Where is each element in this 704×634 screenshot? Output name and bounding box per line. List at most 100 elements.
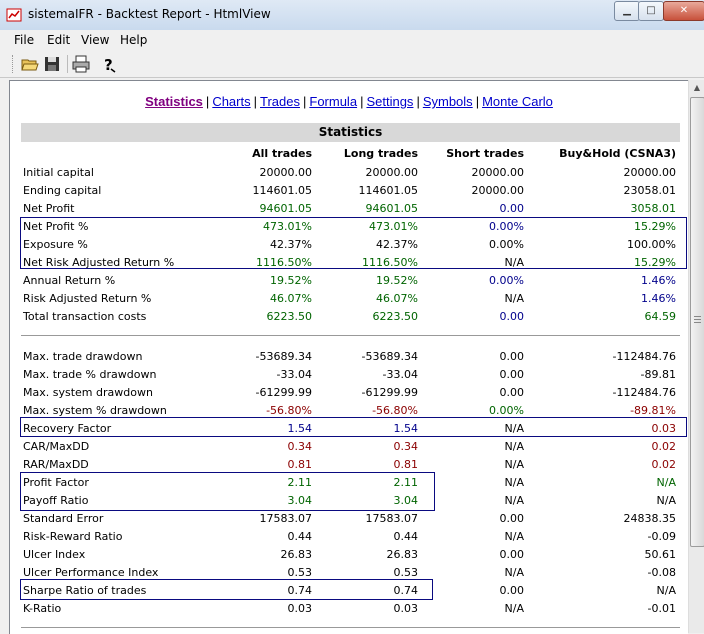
cell-value: 20000.00: [471, 166, 525, 179]
highlight-box-returns: [20, 217, 687, 269]
cell-value: 100.00%: [627, 238, 676, 251]
row-label: Exposure %: [23, 238, 88, 251]
nav-charts[interactable]: Charts: [212, 94, 251, 109]
table-row: Risk Adjusted Return % 46.07% 46.07% N/A 1.4…: [10, 290, 688, 308]
cell-value: 0.02: [651, 458, 677, 471]
cell-value: -0.01: [647, 602, 676, 615]
cell-value: 15.29%: [634, 220, 676, 233]
cell-value: 19.52%: [270, 274, 312, 287]
cell-value: -33.04: [276, 368, 312, 381]
cell-value: 1.46%: [641, 292, 676, 305]
save-icon[interactable]: [42, 54, 62, 74]
cell-value: -53689.34: [361, 350, 418, 363]
cell-value: 473.01%: [263, 220, 312, 233]
cell-value: 0.00: [499, 584, 525, 597]
title-bar: sistemaIFR - Backtest Report - HtmlView …: [0, 0, 704, 31]
cell-value: 0.00%: [489, 238, 524, 251]
table-row: RAR/MaxDD 0.81 0.81 N/A 0.02: [10, 456, 688, 474]
col-short-trades: Short trades: [446, 147, 524, 160]
maximize-button[interactable]: □: [638, 1, 664, 21]
nav-symbols[interactable]: Symbols: [422, 94, 473, 109]
cell-value: 20000.00: [365, 166, 419, 179]
cell-value: 2.11: [287, 476, 313, 489]
help-icon[interactable]: ?: [99, 54, 119, 74]
table-row: Standard Error 17583.07 17583.07 0.00 24838.…: [10, 510, 688, 528]
cell-value: N/A: [656, 584, 676, 597]
cell-value: 17583.07: [259, 512, 313, 525]
cell-value: 20000.00: [259, 166, 313, 179]
row-label: K-Ratio: [23, 602, 62, 615]
nav-settings[interactable]: Settings: [366, 94, 414, 109]
cell-value: 3058.01: [630, 202, 677, 215]
cell-value: -56.80%: [372, 404, 418, 417]
table-row: Annual Return % 19.52% 19.52% 0.00% 1.46%: [10, 272, 688, 290]
vertical-scrollbar[interactable]: ▲: [688, 80, 704, 633]
cell-value: N/A: [504, 422, 524, 435]
table-row: Max. trade % drawdown -33.04 -33.04 0.00 -89…: [10, 366, 688, 384]
scroll-up-arrow-icon[interactable]: ▲: [693, 83, 701, 92]
print-icon[interactable]: [71, 54, 91, 74]
row-label: Standard Error: [23, 512, 104, 525]
cell-value: 26.83: [280, 548, 313, 561]
menu-edit[interactable]: Edit: [47, 33, 71, 47]
table-row: Max. system % drawdown -56.80% -56.80% 0.00…: [10, 402, 688, 420]
cell-value: 94601.05: [365, 202, 419, 215]
section-divider: [21, 335, 680, 336]
cell-value: 6223.50: [266, 310, 313, 323]
cell-value: 17583.07: [365, 512, 419, 525]
cell-value: 23058.01: [623, 184, 677, 197]
cell-value: -89.81%: [630, 404, 676, 417]
cell-value: -89.81: [640, 368, 676, 381]
close-button[interactable]: ✕: [663, 1, 704, 21]
cell-value: N/A: [504, 458, 524, 471]
table-row: Max. system drawdown -61299.99 -61299.99 0.…: [10, 384, 688, 402]
nav-trades[interactable]: Trades: [260, 94, 300, 109]
cell-value: -33.04: [382, 368, 418, 381]
cell-value: 0.34: [287, 440, 313, 453]
toolbar: ?: [0, 50, 704, 78]
menu-view[interactable]: View: [81, 33, 110, 47]
col-long-trades: Long trades: [343, 147, 418, 160]
cell-value: 0.00: [499, 310, 525, 323]
cell-value: 0.00: [499, 350, 525, 363]
menu-file[interactable]: File: [14, 33, 35, 47]
cell-value: 1.54: [393, 422, 419, 435]
report-view: Statistics | Charts | Trades | Formula | Setting…: [9, 80, 688, 634]
app-icon: [6, 8, 22, 22]
table-row: Payoff Ratio 3.04 3.04 N/A N/A: [10, 492, 688, 510]
cell-value: 0.00: [499, 548, 525, 561]
row-label: CAR/MaxDD: [23, 440, 90, 453]
row-label: Max. trade % drawdown: [23, 368, 157, 381]
cell-value: -0.08: [647, 566, 676, 579]
cell-value: 24838.35: [623, 512, 677, 525]
menu-help[interactable]: Help: [120, 33, 148, 47]
row-label: Total transaction costs: [23, 310, 147, 323]
row-label: Recovery Factor: [23, 422, 112, 435]
nav-formula[interactable]: Formula: [309, 94, 358, 109]
row-label: Sharpe Ratio of trades: [23, 584, 147, 597]
minimize-button[interactable]: ▁: [614, 1, 640, 21]
row-label: Max. trade drawdown: [23, 350, 143, 363]
highlight-box-recovery: [20, 417, 687, 437]
scroll-thumb[interactable]: [690, 97, 704, 547]
cell-value: 0.44: [393, 530, 419, 543]
open-folder-icon[interactable]: [20, 54, 40, 74]
cell-value: 0.02: [651, 440, 677, 453]
cell-value: -112484.76: [612, 350, 676, 363]
cell-value: 0.00%: [489, 220, 524, 233]
row-label: Ending capital: [23, 184, 102, 197]
nav-monte-carlo[interactable]: Monte Carlo: [482, 94, 553, 109]
row-label: Net Profit: [23, 202, 75, 215]
toolbar-grip[interactable]: [12, 55, 16, 73]
cell-value: 3.04: [287, 494, 313, 507]
table-row: Exposure % 42.37% 42.37% 0.00% 100.00%: [10, 236, 688, 254]
cell-value: 0.03: [393, 602, 419, 615]
cell-value: 0.00: [499, 386, 525, 399]
cell-value: N/A: [504, 476, 524, 489]
cell-value: N/A: [504, 602, 524, 615]
nav-statistics[interactable]: Statistics: [145, 94, 203, 109]
cell-value: 0.03: [287, 602, 313, 615]
col-buy-hold: Buy&Hold (CSNA3): [559, 147, 676, 160]
cell-value: 19.52%: [376, 274, 418, 287]
table-row: Ulcer Index 26.83 26.83 0.00 50.61: [10, 546, 688, 564]
